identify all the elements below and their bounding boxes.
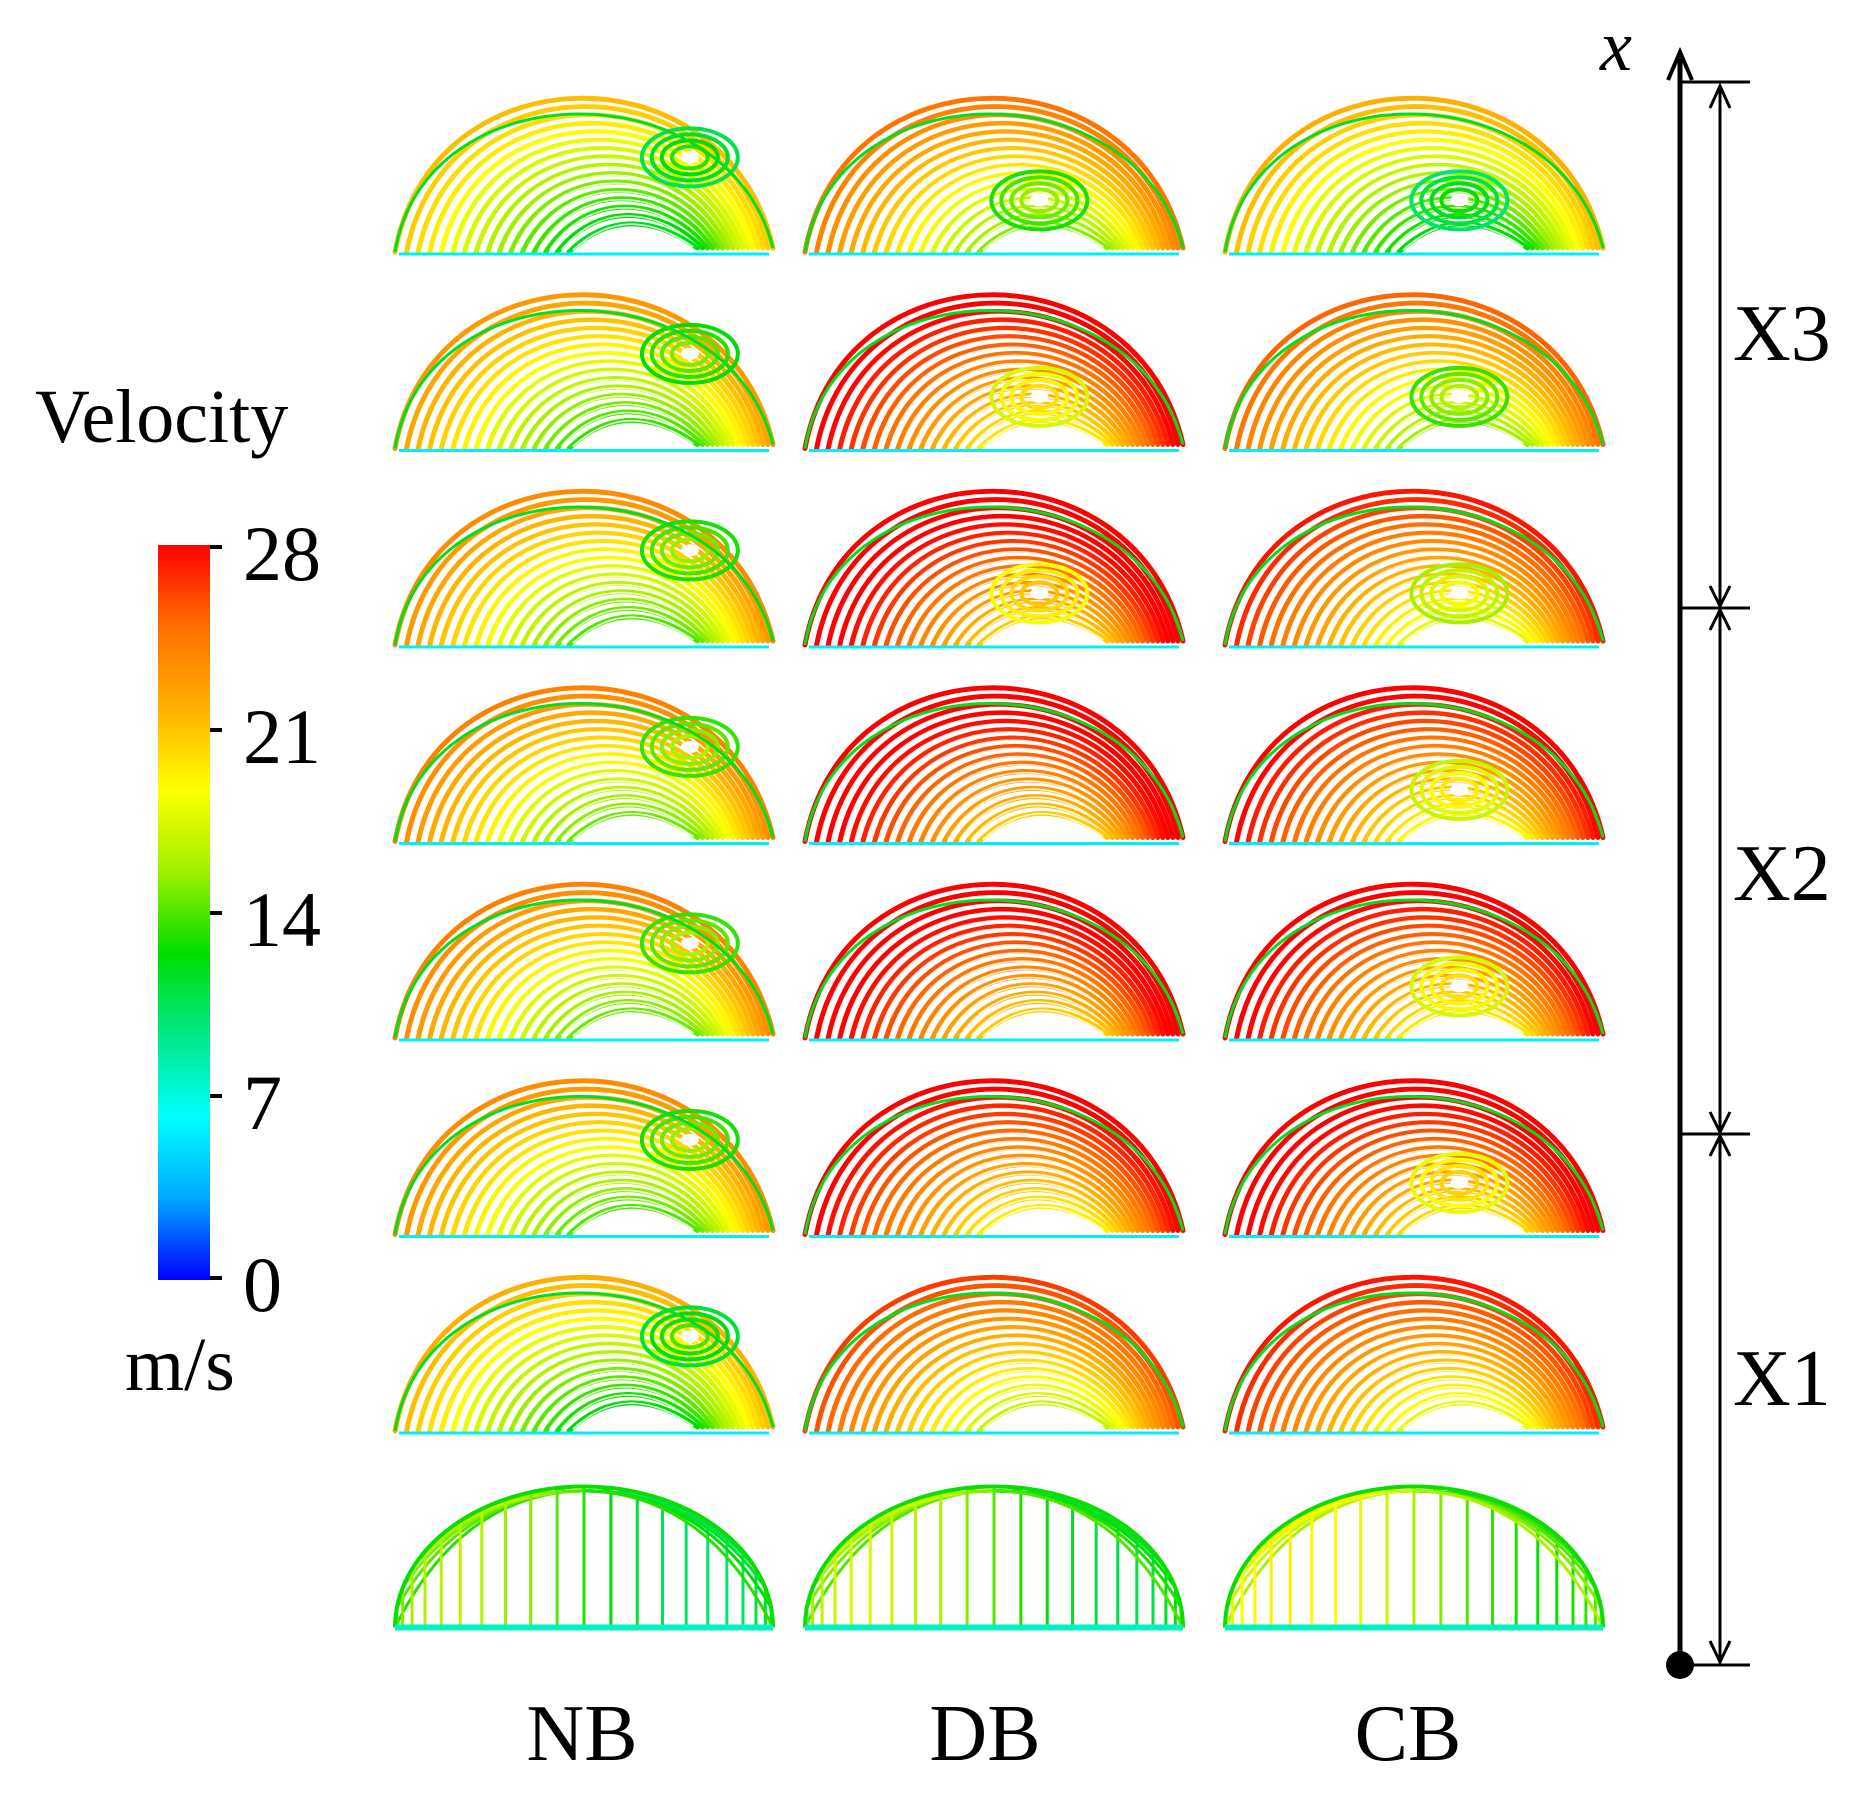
- streamline-panel: [1222, 685, 1606, 845]
- legend-title: Velocity: [35, 375, 288, 459]
- column-label-cb: CB: [1355, 1690, 1462, 1778]
- streamline-panel: [1223, 1484, 1605, 1631]
- axis-label: x: [1599, 6, 1632, 86]
- legend-unit: m/s: [125, 1323, 235, 1407]
- dim-arrow-x2-top: [1708, 606, 1732, 631]
- streamline-panel: [802, 1274, 1186, 1435]
- streamline-panel: [802, 488, 1186, 649]
- dim-arrow-x2-bottom: [1708, 1111, 1732, 1136]
- streamline-panel: [802, 95, 1186, 256]
- dim-arrow-x3-top: [1708, 82, 1732, 109]
- tick-label-7: 7: [243, 1059, 282, 1146]
- streamline-panel: [1222, 292, 1606, 452]
- streamline-panel: [392, 1274, 776, 1435]
- dim-arrow-x1-top: [1708, 1132, 1732, 1157]
- tick-label-21: 21: [243, 693, 321, 780]
- colorbar: [158, 545, 210, 1280]
- streamline-panel: [1222, 1274, 1606, 1435]
- streamline-panel: [802, 685, 1186, 845]
- streamline-panel: [802, 1078, 1186, 1238]
- streamline-panel: [1222, 881, 1606, 1042]
- tick-label-14: 14: [243, 876, 321, 963]
- streamline-panel: [1222, 488, 1606, 649]
- streamline-panel: [392, 881, 776, 1042]
- column-labels: NB DB CB: [526, 1690, 1461, 1778]
- streamline-panel: [393, 1484, 775, 1631]
- velocity-legend: Velocity 28 21 14 7 0 m/s: [35, 375, 321, 1407]
- streamline-panel: [802, 881, 1186, 1042]
- x-axis-scale: [1666, 46, 1750, 1679]
- segment-label-x1: X1: [1733, 1335, 1831, 1423]
- segment-label-x3: X3: [1733, 290, 1831, 378]
- x-axis-arrowhead: [1666, 46, 1694, 81]
- streamline-panel: [392, 685, 776, 845]
- column-label-db: DB: [929, 1690, 1040, 1778]
- tick-label-0: 0: [243, 1241, 282, 1328]
- streamline-panel: [802, 292, 1186, 452]
- tick-label-28: 28: [243, 510, 321, 597]
- streamline-panel: [392, 95, 776, 256]
- colorbar-tick-marks: [210, 545, 222, 1280]
- streamline-panel: [1222, 95, 1606, 256]
- streamline-panel: [1222, 1078, 1606, 1238]
- streamline-panel: [392, 488, 776, 649]
- column-label-nb: NB: [526, 1690, 637, 1778]
- segment-label-x2: X2: [1733, 830, 1831, 918]
- streamline-panel: [392, 1078, 776, 1238]
- dim-arrow-x3-bottom: [1708, 585, 1732, 610]
- streamline-panels: [392, 95, 1606, 1631]
- streamline-panel: [803, 1484, 1185, 1631]
- streamline-panel: [392, 292, 776, 452]
- dim-arrow-x1-bottom: [1708, 1640, 1732, 1666]
